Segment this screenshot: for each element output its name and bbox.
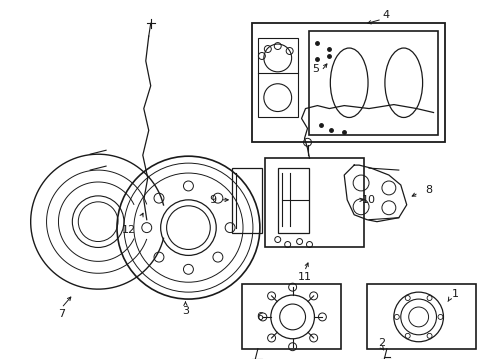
Bar xyxy=(366,284,475,349)
Bar xyxy=(257,38,297,117)
Bar xyxy=(309,31,438,135)
Bar xyxy=(232,168,262,233)
Bar xyxy=(242,284,341,349)
Text: 3: 3 xyxy=(182,306,188,316)
Text: 2: 2 xyxy=(378,338,385,348)
Bar xyxy=(251,23,445,142)
Text: 1: 1 xyxy=(451,289,458,299)
Text: 5: 5 xyxy=(311,64,318,74)
Text: 4: 4 xyxy=(382,10,388,20)
Text: 11: 11 xyxy=(297,272,311,282)
Bar xyxy=(277,168,309,233)
Bar xyxy=(264,158,364,247)
Text: 7: 7 xyxy=(58,309,65,319)
Text: 8: 8 xyxy=(424,185,431,195)
Text: 12: 12 xyxy=(122,225,136,235)
Text: 6: 6 xyxy=(256,312,263,322)
Text: 9: 9 xyxy=(209,195,216,205)
Text: 10: 10 xyxy=(361,195,375,205)
